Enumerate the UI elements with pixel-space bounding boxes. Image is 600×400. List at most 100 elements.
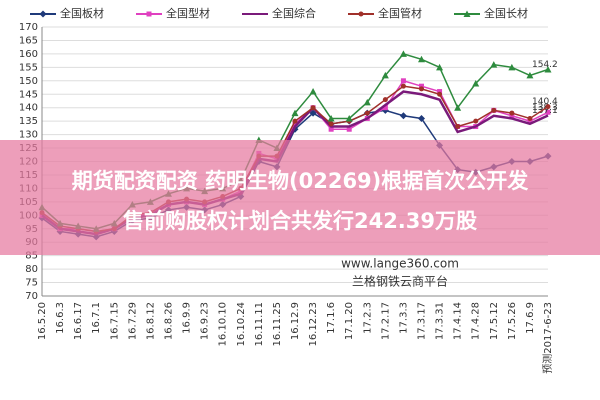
marker bbox=[358, 11, 364, 17]
marker bbox=[527, 118, 533, 124]
marker bbox=[400, 78, 406, 84]
x-tick-label: 16.9.9 bbox=[182, 302, 193, 334]
x-tick-label: 17.4.28 bbox=[471, 302, 482, 340]
x-tick-label: 17.4.14 bbox=[453, 302, 464, 340]
marker bbox=[526, 71, 534, 79]
marker bbox=[509, 113, 515, 119]
marker bbox=[292, 121, 298, 127]
marker bbox=[491, 107, 497, 113]
marker bbox=[463, 10, 471, 17]
x-tick-label: 17.3.31 bbox=[435, 302, 446, 340]
marker bbox=[400, 83, 406, 89]
x-tick-label: 17.6.9 bbox=[525, 302, 536, 334]
y-tick-label: 150 bbox=[19, 76, 38, 87]
y-tick-label: 75 bbox=[25, 278, 38, 289]
x-tick-label: 16.10.10 bbox=[218, 302, 229, 347]
x-tick-label: 17.3.3 bbox=[398, 302, 409, 334]
marker bbox=[419, 83, 424, 89]
marker bbox=[310, 105, 316, 111]
brand: 兰格钢铁云商平台 bbox=[352, 274, 448, 289]
y-tick-label: 170 bbox=[19, 22, 38, 33]
y-tick-label: 80 bbox=[25, 264, 38, 275]
value-label: 140.4 bbox=[532, 97, 558, 107]
y-tick-label: 155 bbox=[19, 62, 38, 73]
marker bbox=[292, 118, 298, 124]
marker bbox=[291, 109, 299, 117]
y-tick-label: 145 bbox=[19, 89, 38, 100]
marker bbox=[399, 50, 407, 57]
marker bbox=[39, 10, 47, 18]
marker bbox=[545, 104, 551, 110]
marker bbox=[382, 97, 388, 103]
legend-label: 全国管材 bbox=[378, 6, 422, 20]
marker bbox=[454, 104, 462, 111]
marker bbox=[544, 66, 552, 73]
overlay-banner bbox=[0, 140, 600, 255]
x-tick-label: 16.5.20 bbox=[37, 302, 48, 340]
marker bbox=[436, 63, 444, 71]
x-tick-label: 16.8.26 bbox=[164, 302, 175, 340]
marker bbox=[437, 91, 443, 97]
marker bbox=[382, 105, 388, 111]
marker bbox=[418, 55, 425, 63]
x-tick-label: 16.6.17 bbox=[73, 302, 84, 340]
value-label: 137.1 bbox=[532, 106, 558, 116]
y-tick-label: 160 bbox=[19, 49, 38, 60]
marker bbox=[328, 121, 334, 127]
x-tick-label: 16.8.12 bbox=[145, 302, 156, 340]
marker bbox=[490, 61, 498, 68]
x-tick-label: 17.2.17 bbox=[380, 302, 391, 340]
x-tick-label: 16.11.25 bbox=[272, 302, 283, 347]
legend-label: 全国型材 bbox=[166, 6, 210, 20]
legend-label: 全国综合 bbox=[272, 6, 316, 20]
y-tick-label: 70 bbox=[25, 291, 38, 302]
x-tick-label: 17.5.12 bbox=[489, 302, 500, 340]
x-tick-label: 17.5.26 bbox=[507, 302, 518, 340]
overlay-line: 售前购股权计划合共发行242.39万股 bbox=[123, 209, 477, 233]
x-tick-label: 16.12.9 bbox=[290, 302, 301, 340]
x-tick-label: 16.11.11 bbox=[254, 302, 265, 347]
legend-label: 全国长材 bbox=[484, 6, 528, 20]
marker bbox=[346, 126, 352, 132]
x-tick-label: 17.1.20 bbox=[344, 302, 355, 340]
watermark: www.lange360.com bbox=[341, 257, 459, 271]
marker bbox=[527, 115, 533, 121]
y-tick-label: 85 bbox=[25, 251, 38, 262]
marker bbox=[473, 118, 479, 124]
marker bbox=[545, 109, 551, 115]
marker bbox=[309, 88, 317, 95]
legend-label: 全国板材 bbox=[60, 6, 104, 20]
marker bbox=[345, 114, 353, 122]
value-label: 154.2 bbox=[532, 60, 558, 70]
x-tick-label: 16.7.29 bbox=[127, 302, 138, 340]
x-tick-label: 16.9.23 bbox=[200, 302, 211, 340]
marker bbox=[509, 110, 515, 116]
marker bbox=[327, 114, 335, 122]
marker bbox=[508, 63, 516, 71]
marker bbox=[472, 79, 480, 87]
y-tick-label: 130 bbox=[19, 130, 38, 141]
marker bbox=[418, 114, 425, 122]
overlay-line: 期货配资配资 药明生物(02269)根据首次公开发 bbox=[72, 169, 530, 193]
marker bbox=[328, 126, 334, 132]
x-tick-label: 16.7.1 bbox=[91, 302, 102, 334]
x-tick-label: 16.6.3 bbox=[55, 302, 66, 334]
marker bbox=[363, 98, 371, 106]
x-tick-label: 17.2.3 bbox=[362, 302, 373, 334]
marker bbox=[399, 112, 407, 120]
y-tick-label: 165 bbox=[19, 35, 38, 46]
marker bbox=[146, 11, 152, 17]
x-tick-label: 17.1.6 bbox=[326, 302, 337, 334]
marker bbox=[381, 71, 389, 79]
marker bbox=[419, 86, 424, 92]
marker bbox=[309, 109, 317, 117]
x-tick-label: 16.10.24 bbox=[236, 302, 247, 347]
x-tick-label: 预测2017-6-23 bbox=[541, 302, 554, 374]
y-tick-label: 135 bbox=[19, 116, 38, 127]
x-tick-label: 16.7.15 bbox=[109, 302, 120, 340]
marker bbox=[455, 124, 461, 130]
y-tick-label: 140 bbox=[19, 103, 38, 114]
x-tick-label: 17.3.17 bbox=[417, 302, 428, 340]
marker bbox=[364, 110, 370, 116]
